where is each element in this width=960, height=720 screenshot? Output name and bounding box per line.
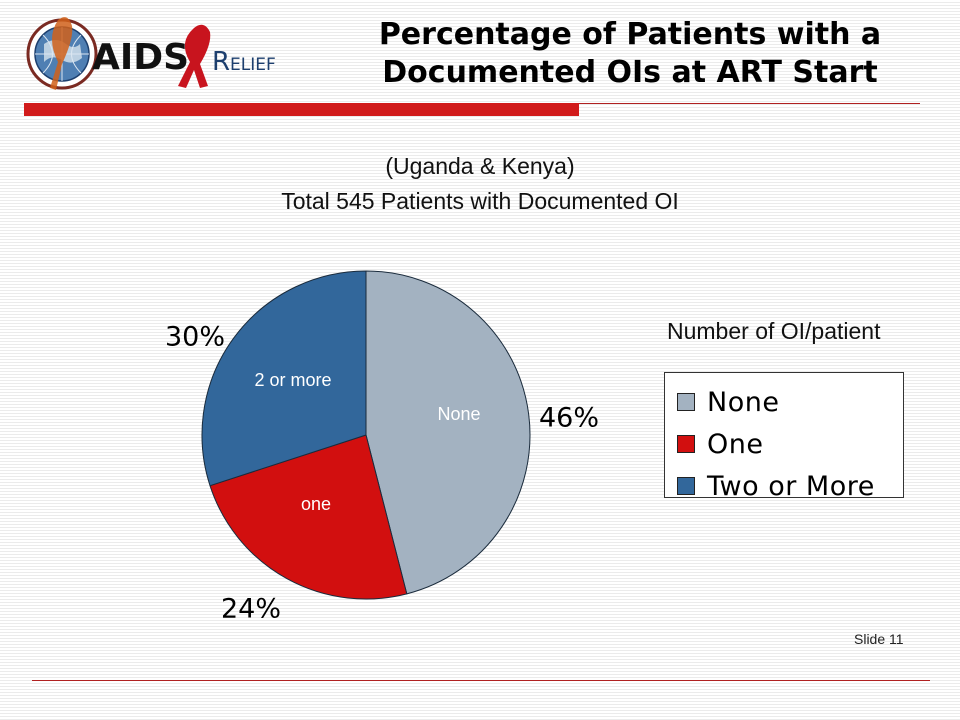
slice-label-none: None: [437, 404, 480, 424]
aids-relief-logo: AIDS R ELIEF: [26, 17, 276, 90]
title-line-2: Documented OIs at ART Start: [382, 55, 878, 90]
slide-number: Slide 11: [854, 631, 904, 647]
percent-label-two-or-more: 30%: [165, 322, 225, 353]
legend-item-one: One: [665, 423, 903, 465]
legend-item-two-or-more: Two or More: [665, 465, 903, 507]
chart-subtitle-total: Total 545 Patients with Documented OI: [281, 188, 679, 214]
title-accent-bar: [24, 103, 579, 116]
svg-text:AIDS: AIDS: [92, 37, 189, 78]
title-line-1: Percentage of Patients with a: [378, 17, 882, 52]
pie-slice-none: [365, 270, 531, 595]
legend-swatch-two-or-more: [677, 477, 695, 495]
footer-rule: [32, 680, 930, 681]
svg-text:ELIEF: ELIEF: [230, 55, 276, 75]
legend-swatch-none: [677, 393, 695, 411]
legend-item-none: None: [665, 381, 903, 423]
pie-slice-two-or-more: [201, 270, 367, 487]
chart-subtitle-region: (Uganda & Kenya): [385, 153, 575, 179]
slide-title: Percentage of Patients with a Documented…: [340, 16, 920, 92]
svg-text:R: R: [212, 47, 230, 77]
pie-slice-one: [209, 434, 408, 600]
legend-swatch-one: [677, 435, 695, 453]
legend-title: Number of OI/patient: [667, 318, 881, 344]
slice-label-two-or-more: 2 or more: [254, 370, 331, 390]
chart-legend: None One Two or More: [664, 372, 904, 502]
legend-label-none: None: [707, 386, 780, 418]
percent-label-one: 24%: [221, 594, 281, 625]
legend-label-one: One: [707, 428, 764, 460]
legend-label-two-or-more: Two or More: [707, 470, 875, 502]
percent-label-none: 46%: [539, 403, 599, 434]
slice-label-one: one: [301, 494, 331, 514]
title-underline: [579, 103, 920, 104]
